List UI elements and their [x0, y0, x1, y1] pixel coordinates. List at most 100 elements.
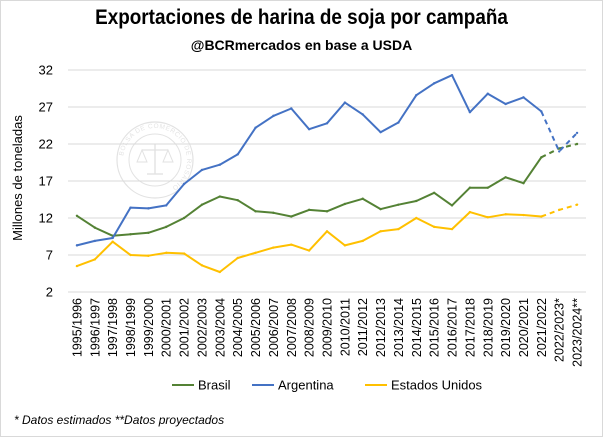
data-point	[307, 208, 311, 212]
data-point	[486, 186, 489, 189]
legend-label: Brasil	[198, 378, 231, 393]
data-point	[272, 246, 275, 249]
data-point	[290, 107, 293, 110]
y-tick-label: 7	[46, 248, 53, 263]
x-tick-label: 2009/2010	[321, 298, 335, 357]
data-point	[343, 101, 347, 104]
data-point	[182, 252, 186, 255]
data-point	[325, 230, 329, 233]
x-tick-label: 1997/1998	[106, 298, 120, 357]
data-point	[397, 203, 400, 206]
data-point	[415, 199, 418, 203]
data-point	[129, 206, 132, 209]
data-point	[575, 131, 579, 135]
data-point	[290, 215, 293, 218]
data-point	[147, 254, 150, 257]
data-point	[147, 231, 150, 234]
data-point	[379, 207, 382, 211]
data-point	[236, 153, 239, 156]
y-tick-label: 27	[39, 100, 53, 115]
legend-label: Argentina	[278, 378, 334, 393]
y-tick-label: 17	[39, 174, 53, 189]
data-point	[254, 126, 257, 129]
y-tick-label: 2	[46, 285, 53, 300]
y-tick-label: 12	[39, 211, 53, 226]
data-point	[272, 114, 275, 118]
data-point	[468, 186, 472, 189]
data-point	[361, 197, 364, 200]
data-point	[540, 215, 543, 218]
data-point	[75, 264, 79, 268]
data-point	[272, 211, 275, 215]
chart-subtitle: @BCRmercados en base a USDA	[190, 37, 413, 53]
data-point	[111, 236, 114, 240]
data-point	[468, 210, 472, 214]
x-tick-label: 2005/2006	[249, 298, 263, 357]
data-point	[218, 270, 222, 274]
data-point	[522, 213, 525, 217]
x-tick-label: 2001/2002	[178, 298, 192, 357]
x-tick-label: 2008/2009	[303, 298, 317, 357]
x-tick-label: 2013/2014	[392, 298, 406, 357]
y-tick-label: 32	[39, 63, 53, 78]
data-point	[486, 216, 489, 219]
data-point	[343, 202, 347, 206]
x-tick-label: 2022/2023*	[553, 298, 567, 362]
data-point	[343, 244, 347, 247]
x-tick-label: 2014/2015	[410, 298, 424, 357]
data-point	[93, 226, 96, 229]
data-point	[540, 110, 543, 113]
data-point	[236, 256, 239, 260]
data-point	[397, 121, 400, 124]
series-line-estados-unidos	[76, 211, 542, 273]
x-tick-label: 2000/2001	[160, 298, 174, 357]
data-point	[182, 216, 186, 220]
x-tick-label: 2003/2004	[213, 298, 227, 357]
x-tick-label: 2023/2024**	[571, 298, 585, 367]
data-point	[450, 73, 454, 77]
data-point	[218, 163, 222, 166]
data-point	[486, 92, 489, 95]
legend-label: Estados Unidos	[391, 378, 483, 393]
data-point	[200, 168, 204, 172]
data-point	[540, 156, 543, 159]
data-point	[165, 204, 168, 207]
x-tick-label: 2006/2007	[267, 298, 281, 357]
data-point	[558, 208, 561, 212]
data-point	[236, 199, 239, 202]
data-point	[254, 210, 257, 213]
data-point	[575, 203, 579, 206]
data-point	[129, 233, 132, 236]
x-tick-label: 2012/2013	[374, 298, 388, 357]
x-tick-label: 1995/1996	[70, 298, 84, 357]
series-projection-argentina	[540, 110, 578, 154]
x-tick-label: 2019/2020	[499, 298, 513, 357]
data-point	[129, 253, 132, 257]
x-tick-label: 2021/2022	[535, 298, 549, 357]
data-point	[432, 82, 436, 85]
data-point	[379, 230, 382, 233]
data-point	[504, 176, 507, 179]
data-point	[325, 122, 329, 125]
data-point	[379, 130, 382, 134]
x-tick-label: 2018/2019	[481, 298, 495, 357]
data-point	[111, 240, 114, 243]
x-tick-label: 2010/2011	[338, 298, 352, 356]
x-tick-label: 2004/2005	[231, 298, 245, 357]
x-tick-label: 1998/1999	[124, 298, 138, 357]
x-tick-label: 2017/2018	[463, 298, 477, 357]
y-tick-label: 22	[39, 137, 53, 152]
data-point	[432, 225, 436, 229]
y-axis-label: Millones de toneladas	[10, 115, 25, 241]
data-point	[558, 150, 561, 153]
footnote: * Datos estimados **Datos proyectados	[14, 413, 225, 427]
data-point	[165, 251, 168, 254]
x-tick-label: 2002/2003	[195, 298, 209, 357]
x-tick-label: 2015/2016	[428, 298, 442, 357]
data-point	[218, 195, 222, 198]
x-tick-label: 2011/2012	[356, 298, 370, 356]
data-point	[432, 191, 436, 195]
x-tick-label: 1996/1997	[88, 298, 102, 357]
data-point	[397, 227, 400, 231]
